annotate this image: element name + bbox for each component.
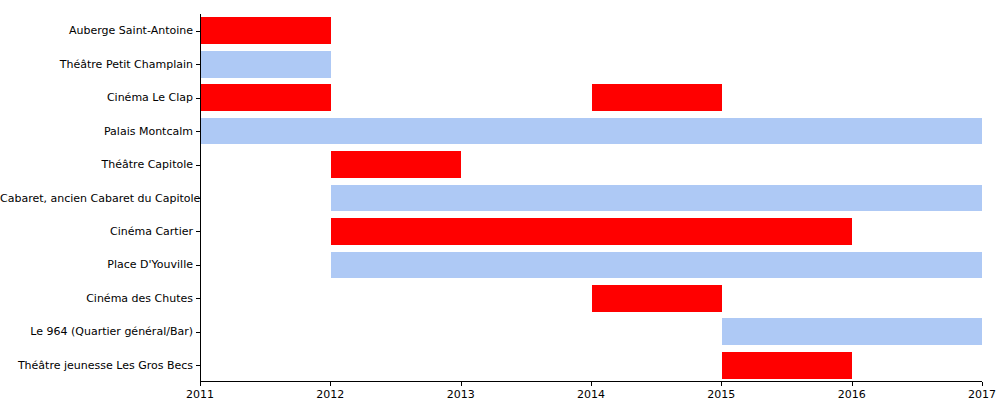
gantt-bar xyxy=(201,84,331,111)
x-tick-mark xyxy=(852,382,853,386)
x-tick-label: 2015 xyxy=(707,388,735,400)
x-tick-mark xyxy=(200,382,201,386)
y-tick-mark xyxy=(196,365,200,366)
y-axis-label: Cabaret, ancien Cabaret du Capitole xyxy=(0,191,193,206)
x-tick-label: 2017 xyxy=(968,388,996,400)
x-tick-label: 2011 xyxy=(186,388,214,400)
y-axis-label: Théâtre jeunesse Les Gros Becs xyxy=(0,358,193,373)
y-tick-mark xyxy=(196,98,200,99)
x-tick-mark xyxy=(461,382,462,386)
x-tick-label: 2016 xyxy=(838,388,866,400)
y-axis-label: Cinéma des Chutes xyxy=(0,291,193,306)
y-tick-mark xyxy=(196,231,200,232)
gantt-bar xyxy=(331,252,982,279)
y-tick-mark xyxy=(196,131,200,132)
gantt-bar xyxy=(592,285,722,312)
y-axis-label: Théâtre Capitole xyxy=(0,157,193,172)
gantt-bar xyxy=(201,118,982,145)
gantt-bar xyxy=(592,84,722,111)
y-tick-mark xyxy=(196,31,200,32)
y-tick-mark xyxy=(196,332,200,333)
gantt-bar xyxy=(722,352,852,379)
gantt-bar xyxy=(331,185,982,212)
gantt-bar xyxy=(331,218,852,245)
gantt-bar xyxy=(201,51,331,78)
y-tick-mark xyxy=(196,198,200,199)
y-tick-mark xyxy=(196,298,200,299)
x-tick-mark xyxy=(591,382,592,386)
gantt-bar xyxy=(722,318,982,345)
y-axis-label: Théâtre Petit Champlain xyxy=(0,57,193,72)
y-tick-mark xyxy=(196,165,200,166)
x-tick-label: 2013 xyxy=(447,388,475,400)
y-tick-mark xyxy=(196,265,200,266)
y-axis-label: Le 964 (Quartier général/Bar) xyxy=(0,324,193,339)
gantt-bar xyxy=(201,17,331,44)
x-tick-mark xyxy=(982,382,983,386)
x-tick-mark xyxy=(330,382,331,386)
x-tick-label: 2014 xyxy=(577,388,605,400)
y-axis-label: Palais Montcalm xyxy=(0,124,193,139)
x-tick-mark xyxy=(721,382,722,386)
y-axis-label: Cinéma Cartier xyxy=(0,224,193,239)
y-axis-label: Auberge Saint-Antoine xyxy=(0,23,193,38)
plot-area xyxy=(200,14,982,382)
y-axis-label: Cinéma Le Clap xyxy=(0,90,193,105)
gantt-chart: Auberge Saint-Antoine Théâtre Petit Champ… xyxy=(0,0,1000,400)
gantt-bar xyxy=(331,151,461,178)
y-axis-label: Place D'Youville xyxy=(0,257,193,272)
x-tick-label: 2012 xyxy=(316,388,344,400)
y-tick-mark xyxy=(196,64,200,65)
